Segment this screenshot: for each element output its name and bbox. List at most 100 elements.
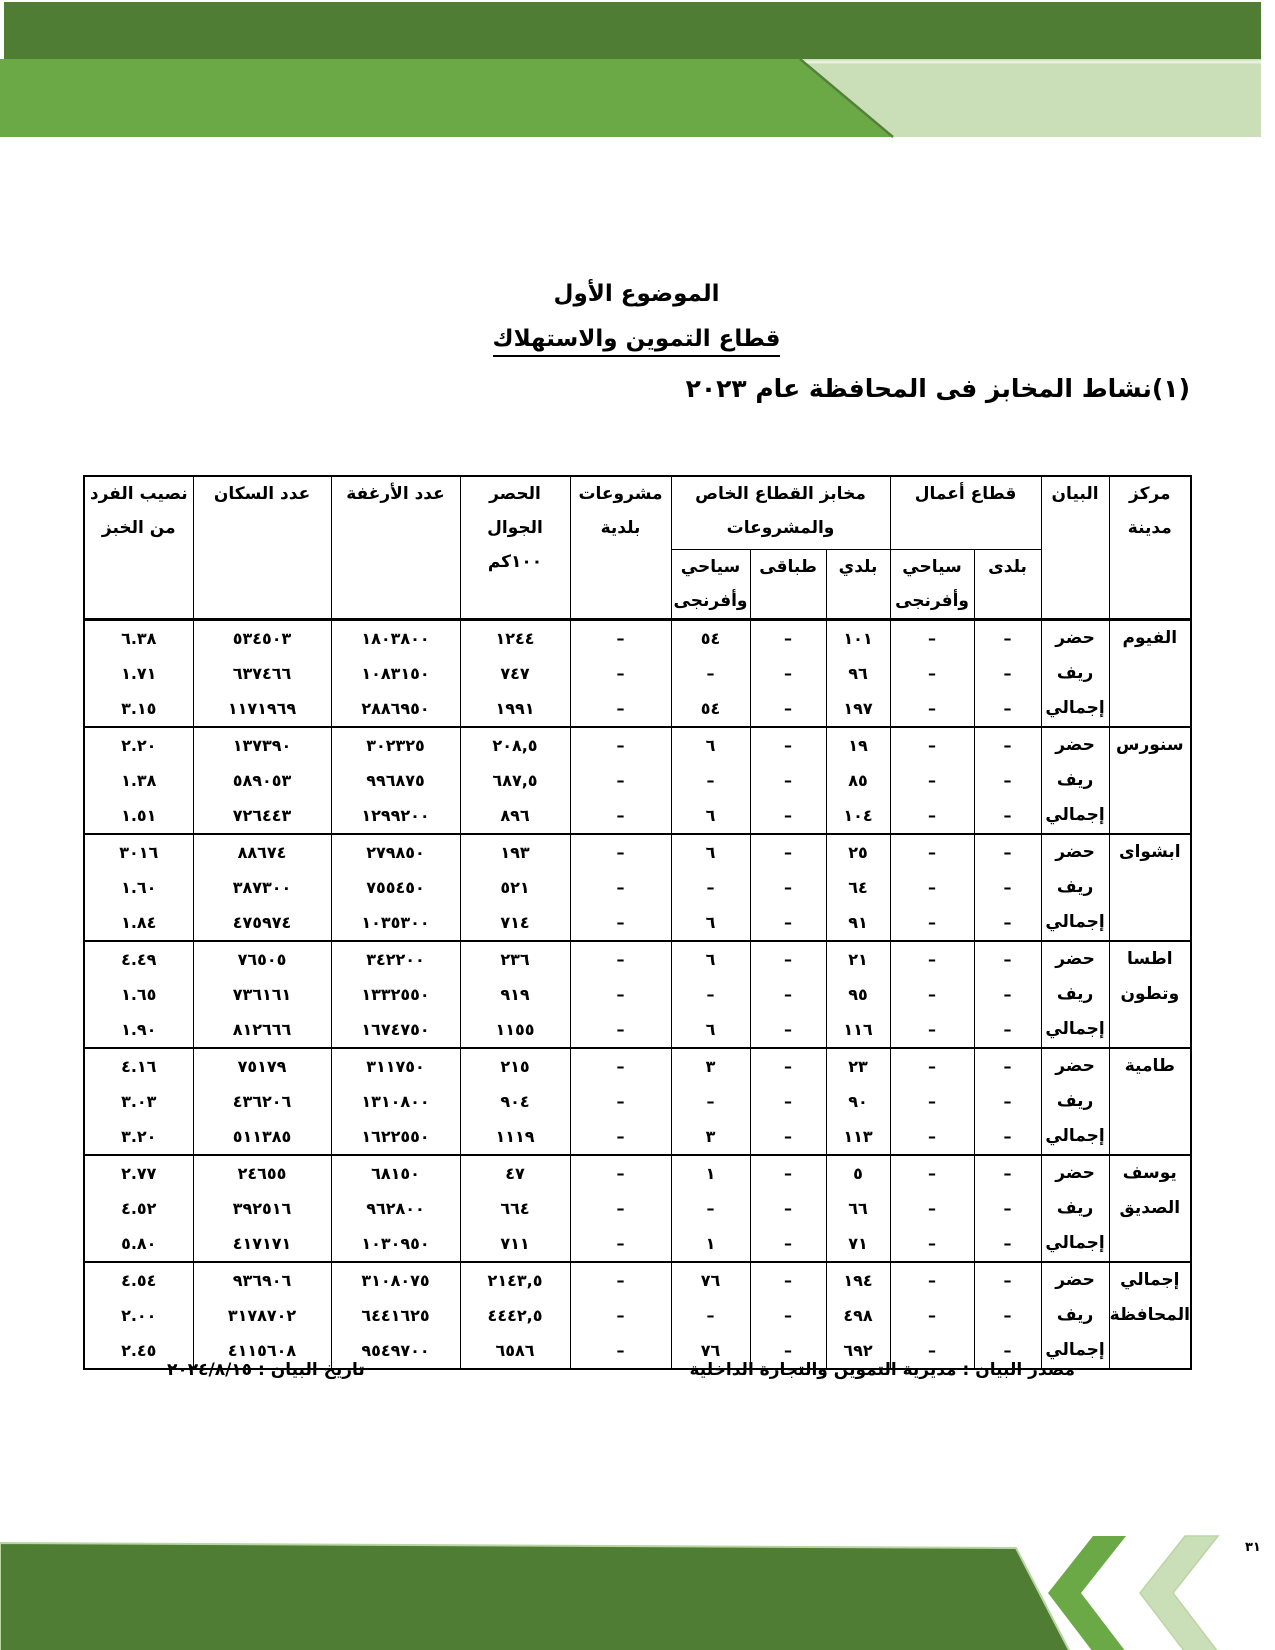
header-statement: البيان: [1040, 476, 1110, 619]
area-label: ريف: [1040, 1083, 1110, 1119]
cell-private-tabaqi: –: [749, 904, 827, 941]
cell-private-tourist: –: [670, 1297, 751, 1333]
cell-mobile-census: ٧١١: [459, 1225, 571, 1262]
header-mobile-census: الحصر الجوال ١٠٠كم: [459, 476, 571, 619]
table-row: إجمالي – –١١٣–٣–١١١٩ ١٦٢٢٥٥٠ ٥١١٣٨٥ ٣.٢٠: [83, 1118, 1191, 1155]
area-label: ريف: [1040, 1297, 1110, 1333]
area-label: ريف: [1040, 869, 1110, 905]
cell-per-capita: ٣٠١٦: [83, 833, 194, 870]
cell-municipal-projects: –: [569, 797, 672, 834]
cell-business-baladi: –: [973, 726, 1042, 763]
cell-business-baladi: –: [973, 1297, 1042, 1333]
table-row: اطسا وتطون حضر – –٢١–٦–٢٣٦ ٣٤٢٢٠٠ ٧٦٥٠٥ ٤.٤٩: [83, 940, 1192, 1048]
cell-per-capita: ١.٦٠: [83, 869, 194, 905]
table-row: ريف – –٤٩٨– – –٤٤٤٢,٥ ٦٤٤١٦٢٥ ٣١٧٨٧٠٢ ٢.٠٠: [83, 1297, 1191, 1333]
area-label: حضر: [1040, 726, 1110, 763]
cell-loaves: ١٦٢٢٥٥٠: [330, 1118, 461, 1155]
cell-private-tourist: ٦: [670, 797, 751, 834]
city-group: اطسا وتطون حضر – –٢١–٦–٢٣٦ ٣٤٢٢٠٠ ٧٦٥٠٥ ٤.٤٩ ريف…: [83, 940, 1192, 1048]
cell-private-tabaqi: –: [749, 690, 827, 727]
cell-business-tourist: –: [889, 1047, 975, 1084]
cell-private-baladi: ٩٥: [825, 976, 891, 1012]
cell-loaves: ٣٤٢٢٠٠: [330, 940, 461, 977]
cell-business-tourist: –: [889, 904, 975, 941]
section-title-text: قطاع التموين والاستهلاك: [492, 326, 781, 357]
cell-mobile-census: ٢٠٨,٥: [459, 726, 571, 763]
area-label: حضر: [1040, 1154, 1110, 1191]
cell-population: ٧٢٦٤٤٣: [192, 797, 332, 834]
area-label: ريف: [1040, 762, 1110, 798]
cell-private-tourist: ٧٦: [670, 1332, 751, 1369]
cell-loaves: ٦٨١٥٠: [330, 1154, 461, 1191]
cell-population: ٢٤٦٥٥: [192, 1154, 332, 1191]
table-row: الفيوم حضر – –١٠١–٥٤–١٢٤٤ ١٨٠٣٨٠٠ ٥٣٤٥٠٣ ٦.٣٨: [83, 619, 1192, 727]
header-city-center: مركز مدينة: [1108, 476, 1192, 619]
cell-business-tourist: –: [889, 619, 975, 656]
cell-loaves: ٣١١٧٥٠: [330, 1047, 461, 1084]
cell-mobile-census: ١٩٩١: [459, 690, 571, 727]
area-label: حضر: [1040, 1047, 1110, 1084]
table-row: إجمالي – –١٩٧–٥٤–١٩٩١ ٢٨٨٦٩٥٠ ١١٧١٩٦٩ ٣.١٥: [83, 690, 1191, 727]
header-light-band: [800, 59, 1261, 137]
cell-business-baladi: –: [973, 619, 1042, 656]
cell-business-baladi: –: [973, 1047, 1042, 1084]
cell-mobile-census: ٢١٤٣,٥: [459, 1261, 571, 1298]
bakeries-table: مركز مدينة البيان قطاع أعمال مخابز القطاع ال…: [83, 475, 1193, 1370]
city-name: سنورس: [1108, 726, 1192, 834]
area-label: حضر: [1040, 619, 1110, 656]
cell-private-tabaqi: –: [749, 797, 827, 834]
cell-private-tourist: ٦: [670, 940, 751, 977]
cell-private-baladi: ٨٥: [825, 762, 891, 798]
cell-mobile-census: ٦٨٧,٥: [459, 762, 571, 798]
cell-municipal-projects: –: [569, 726, 672, 763]
cell-municipal-projects: –: [569, 1332, 672, 1369]
cell-per-capita: ٥.٨٠: [83, 1225, 194, 1262]
area-label: إجمالي: [1040, 1332, 1110, 1369]
cell-municipal-projects: –: [569, 1225, 672, 1262]
cell-private-tabaqi: –: [749, 1118, 827, 1155]
cell-business-baladi: –: [973, 1190, 1042, 1226]
cell-population: ٥٣٤٥٠٣: [192, 619, 332, 656]
cell-mobile-census: ٩١٩: [459, 976, 571, 1012]
cell-mobile-census: ٦٦٤: [459, 1190, 571, 1226]
header-private-tabaqi: طباقى: [749, 549, 827, 619]
cell-business-tourist: –: [889, 1225, 975, 1262]
cell-private-baladi: ١٠١: [825, 619, 891, 656]
cell-loaves: ١٣١٠٨٠٠: [330, 1083, 461, 1119]
cell-business-tourist: –: [889, 976, 975, 1012]
cell-population: ٣٨٧٣٠٠: [192, 869, 332, 905]
cell-municipal-projects: –: [569, 690, 672, 727]
cell-private-tourist: ٣: [670, 1047, 751, 1084]
table-row: إجمالي – –١١٦–٦–١١٥٥ ١٦٧٤٧٥٠ ٨١٢٦٦٦ ١.٩٠: [83, 1011, 1191, 1048]
cell-business-tourist: –: [889, 1190, 975, 1226]
cell-loaves: ١٨٠٣٨٠٠: [330, 619, 461, 656]
cell-private-tourist: ٣: [670, 1118, 751, 1155]
cell-per-capita: ١.٥١: [83, 797, 194, 834]
cell-business-baladi: –: [973, 1261, 1042, 1298]
cell-mobile-census: ٤٧: [459, 1154, 571, 1191]
footer-chevron-mid-icon: [1048, 1536, 1126, 1650]
cell-per-capita: ٤.٥٢: [83, 1190, 194, 1226]
cell-municipal-projects: –: [569, 1154, 672, 1191]
cell-population: ٩٣٦٩٠٦: [192, 1261, 332, 1298]
table-row: طامية حضر – –٢٣–٣–٢١٥ ٣١١٧٥٠ ٧٥١٧٩ ٤.١٦: [83, 1047, 1192, 1155]
cell-municipal-projects: –: [569, 1297, 672, 1333]
cell-private-tourist: ٦: [670, 726, 751, 763]
cell-mobile-census: ٢١٥: [459, 1047, 571, 1084]
cell-population: ٥١١٣٨٥: [192, 1118, 332, 1155]
cell-business-baladi: –: [973, 797, 1042, 834]
cell-per-capita: ١.٨٤: [83, 904, 194, 941]
cell-population: ٤١١٥٦٠٨: [192, 1332, 332, 1369]
table-row: ريف – –٨٥– – –٦٨٧,٥ ٩٩٦٨٧٥ ٥٨٩٠٥٣ ١.٣٨: [83, 762, 1191, 798]
cell-private-baladi: ١٠٤: [825, 797, 891, 834]
city-name: يوسف الصديق: [1108, 1154, 1192, 1262]
cell-municipal-projects: –: [569, 1190, 672, 1226]
cell-municipal-projects: –: [569, 869, 672, 905]
header-private-sector-group: مخابز القطاع الخاص والمشروعات: [670, 476, 891, 550]
header-mid-band: [0, 59, 893, 137]
header-business-tourist: سياحي وأفرنجى: [889, 549, 975, 619]
cell-private-tourist: –: [670, 976, 751, 1012]
table-row: إجمالي – –٧١–١–٧١١ ١٠٣٠٩٥٠ ٤١٧١٧١ ٥.٨٠: [83, 1225, 1191, 1262]
area-label: إجمالي: [1040, 1118, 1110, 1155]
cell-business-tourist: –: [889, 1332, 975, 1369]
